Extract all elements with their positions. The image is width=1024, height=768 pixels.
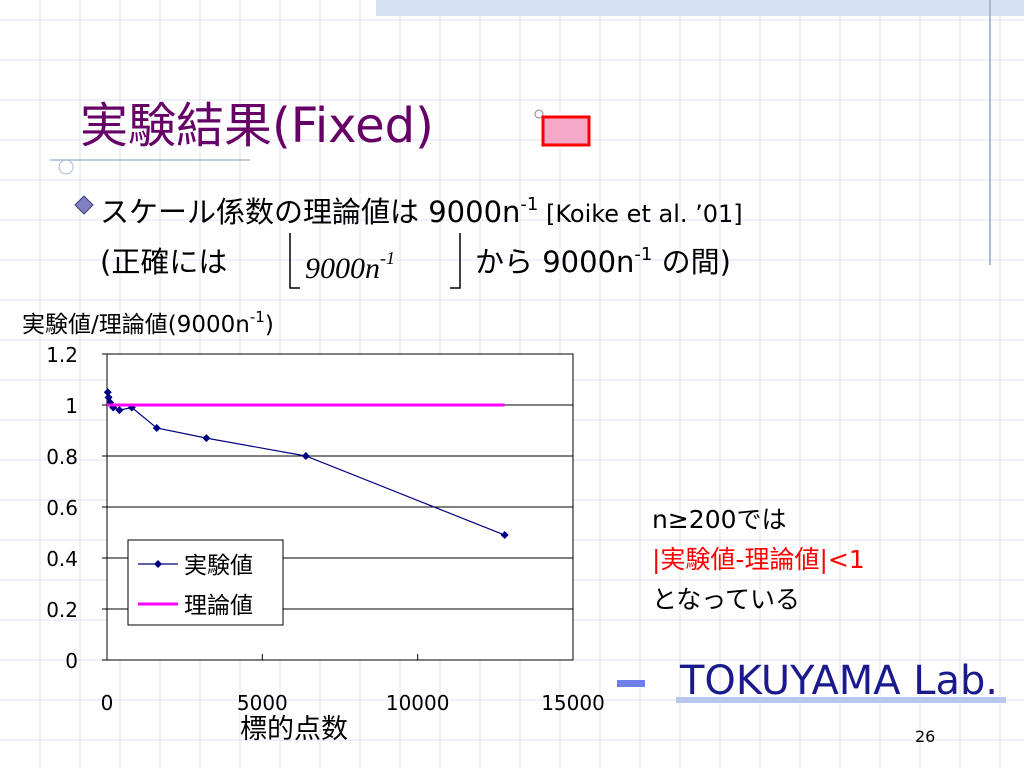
bullet-text: の間): [652, 245, 731, 279]
superscript: -1: [380, 248, 395, 268]
bullet-line: スケール係数の理論値は 9000n-1 [Koike et al. ’01]: [100, 194, 743, 229]
note-line: n≥200では: [652, 505, 787, 534]
formula-text: 9000n: [305, 252, 380, 285]
formula: 9000n-1: [305, 248, 395, 285]
data-point: [152, 423, 161, 432]
legend-marker: [154, 560, 162, 568]
page-number: 26: [915, 727, 935, 746]
deco-circle: [58, 159, 74, 175]
y-tick-label: 1: [65, 394, 78, 418]
deco-bar: [676, 697, 1006, 703]
y-tick-label: 0.8: [46, 445, 78, 469]
y-tick-label: 1.2: [46, 343, 78, 367]
bullet-line: から 9000n-1 の間): [475, 244, 731, 279]
deco-circle: [534, 109, 544, 119]
data-point: [500, 531, 509, 540]
note-line: となっている: [652, 585, 800, 614]
deco-box: [541, 115, 591, 147]
legend-label: 実験値: [184, 553, 253, 579]
superscript: -1: [250, 308, 265, 326]
bullet-text: から 9000n: [475, 245, 634, 279]
data-point: [103, 388, 112, 397]
y-tick-label: 0.4: [46, 547, 78, 571]
label-text: 実験値/理論値(9000n: [22, 312, 250, 338]
footer: TOKUYAMA Lab.: [679, 658, 998, 704]
superscript: -1: [520, 194, 538, 215]
data-point: [301, 452, 310, 460]
bullet-text: スケール係数の理論値は 9000n: [100, 195, 520, 229]
superscript: -1: [634, 244, 652, 265]
floor-brackets: [289, 233, 461, 289]
x-tick-label: 0: [101, 691, 114, 715]
legend-box: [127, 539, 284, 626]
bullet-icon: [74, 195, 94, 215]
y-tick-label: 0.6: [46, 496, 78, 520]
bullet-line: (正確には: [100, 245, 227, 279]
data-point: [115, 406, 124, 415]
x-tick-label: 15000: [541, 691, 605, 715]
note-line: |実験値-理論値|<1: [652, 545, 865, 574]
slide-title: 実験結果(Fixed): [80, 98, 434, 154]
citation: [Koike et al. ’01]: [538, 200, 742, 228]
y-axis-label: 実験値/理論値(9000n-1): [22, 308, 274, 338]
x-axis-label: 標的点数: [240, 714, 348, 745]
label-text: ): [265, 312, 274, 338]
data-point: [202, 434, 211, 443]
x-tick-label: 10000: [386, 691, 450, 715]
deco-dash: [617, 680, 645, 687]
header-band: [376, 0, 1024, 16]
x-tick-label: 5000: [237, 691, 288, 715]
y-tick-label: 0: [65, 649, 78, 673]
legend-label: 理論値: [184, 593, 253, 619]
y-tick-label: 0.2: [46, 598, 78, 622]
